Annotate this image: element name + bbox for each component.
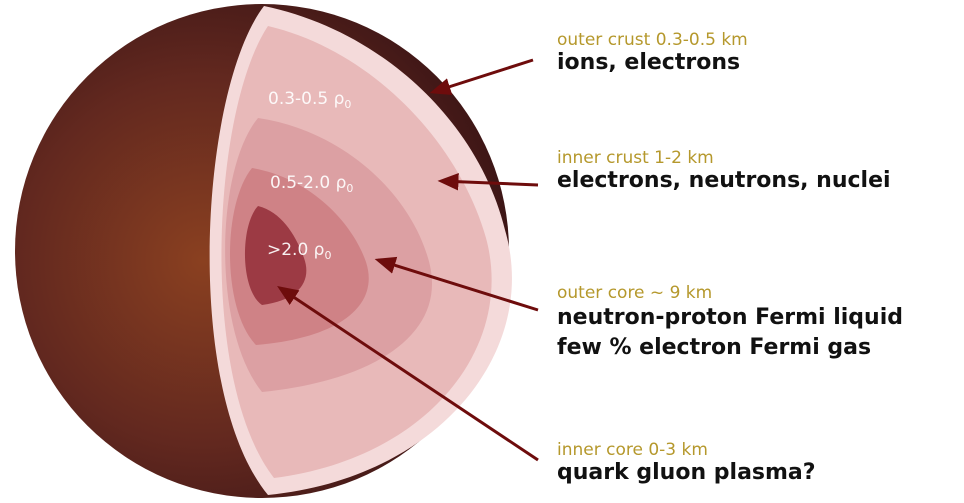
- layer-composition-extra: few % electron Fermi gas: [557, 335, 872, 360]
- layer-inner-crust: inner crust 1-2 km electrons, neutrons, …: [557, 148, 891, 194]
- inner-core-layer: [244, 206, 307, 305]
- layer-caption: inner crust 1-2 km: [557, 148, 714, 168]
- layer-outer-core: outer core ~ 9 km neutron-proton Fermi l…: [557, 283, 903, 363]
- arrow-inner-core: [277, 286, 539, 462]
- layer-caption: outer core ~ 9 km: [557, 283, 713, 303]
- density-label-inner-crust: 0.5-2.0 ρ0: [270, 173, 353, 195]
- layer-composition: quark gluon plasma?: [557, 460, 816, 485]
- layer-composition: ions, electrons: [557, 50, 741, 75]
- layer-composition: electrons, neutrons, nuclei: [557, 168, 891, 193]
- density-label-outer-crust: 0.3-0.5 ρ0: [268, 89, 351, 111]
- layer-caption: inner core 0-3 km: [557, 440, 708, 460]
- cutaway-section: [209, 6, 512, 495]
- layer-outer-crust: outer crust 0.3-0.5 km ions, electrons: [557, 30, 748, 76]
- arrow-outer-crust: [429, 58, 534, 96]
- layer-composition: neutron-proton Fermi liquid: [557, 305, 903, 330]
- layer-inner-core: inner core 0-3 km quark gluon plasma?: [557, 440, 816, 486]
- arrow-outer-core: [374, 256, 539, 312]
- layer-caption: outer crust 0.3-0.5 km: [557, 30, 748, 50]
- arrow-inner-crust: [437, 172, 539, 191]
- density-label-core: >2.0 ρ0: [267, 240, 331, 262]
